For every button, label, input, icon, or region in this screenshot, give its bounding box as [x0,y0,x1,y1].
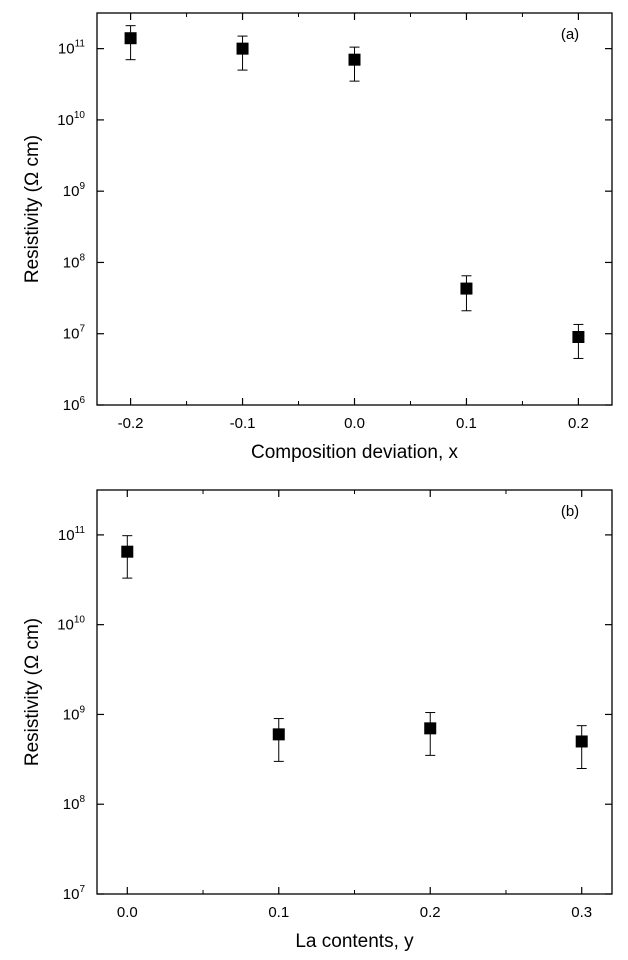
x-tick-label: -0.2 [118,415,144,432]
y-tick-label: 108 [63,794,86,813]
panel-b-resistivity-vs-la-content: 0.0 0.1 0.2 0.3 107 108 109 1010 1011 La contents… [22,489,613,952]
plot-frame [96,489,613,895]
x-tick-label: 0.3 [571,904,592,921]
x-tick-label: 0.2 [568,415,589,432]
y-tick-label: 1011 [58,39,86,58]
y-axis-title: Resistivity (Ω cm) [22,618,43,766]
panel-label: (a) [561,26,579,43]
x-axis-title: Composition deviation, x [251,442,458,463]
y-tick-label: 107 [63,884,86,903]
data-point-marker [424,722,437,735]
data-point-marker [348,53,361,66]
x-tick-label: 0.1 [268,904,289,921]
y-tick-label: 109 [63,704,86,723]
data-point-marker [572,330,585,343]
x-tick-label: 0.0 [117,904,138,921]
data-point-marker [121,545,134,558]
y-axis-title: Resistivity (Ω cm) [22,135,43,283]
y-tick-label: 1011 [58,525,86,544]
x-tick-label: 0.1 [456,415,477,432]
x-tick-label: -0.1 [230,415,256,432]
x-tick-label: 0.0 [344,415,365,432]
data-point-marker [124,32,137,45]
panel-a-resistivity-vs-composition: -0.2 -0.1 0.0 0.1 0.2 106 107 108 109 1010 1011 Com… [22,12,613,463]
panel-label: (b) [561,503,579,520]
y-tick-label: 107 [63,324,86,343]
data-point-marker [575,735,588,748]
y-tick-label: 109 [63,181,86,200]
y-tick-label: 108 [63,252,86,271]
y-tick-label: 1010 [57,110,85,129]
data-point-marker [460,282,473,295]
y-tick-label: 106 [63,395,86,414]
y-tick-label: 1010 [57,615,85,634]
data-point-marker [272,728,285,741]
data-point-marker [236,42,249,55]
x-axis-title: La contents, y [295,931,414,952]
x-tick-label: 0.2 [420,904,441,921]
